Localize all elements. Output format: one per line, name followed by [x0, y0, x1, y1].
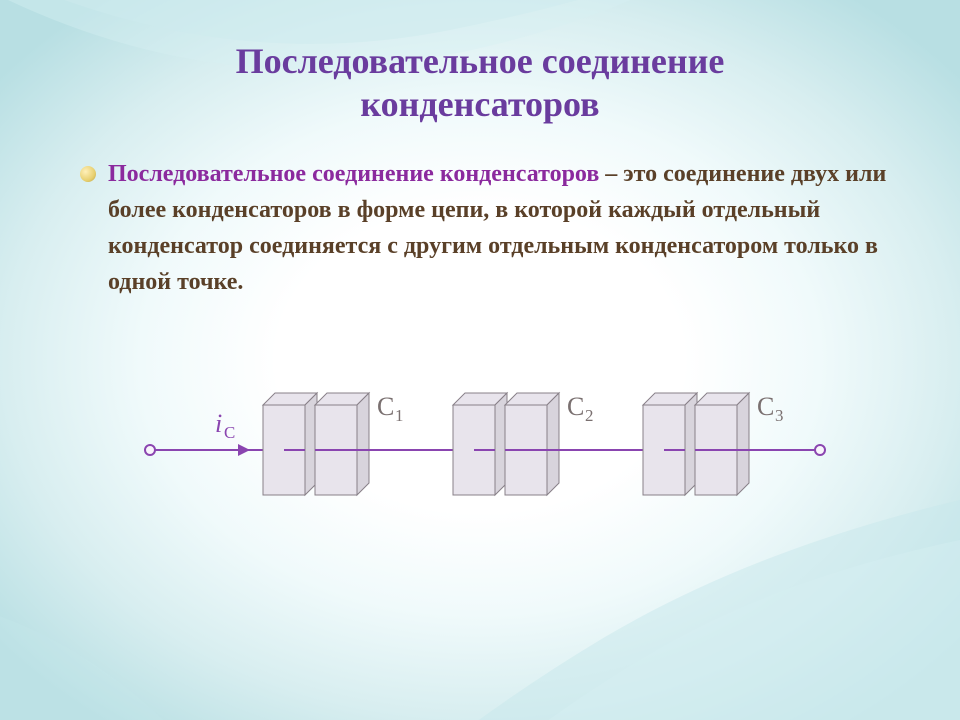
title-line2: конденсаторов	[360, 84, 599, 124]
definition-text: Последовательное соединение конденсаторо…	[108, 156, 900, 300]
slide-title: Последовательное соединение конденсаторо…	[60, 40, 900, 126]
bullet-block: Последовательное соединение конденсаторо…	[80, 156, 900, 300]
svg-text:2: 2	[585, 406, 593, 425]
circuit-svg: iCC1C2C3	[130, 340, 830, 520]
svg-text:3: 3	[775, 406, 783, 425]
svg-text:i: i	[215, 409, 222, 438]
slide-content: Последовательное соединение конденсаторо…	[0, 0, 960, 560]
svg-text:C: C	[377, 392, 394, 421]
svg-text:C: C	[224, 423, 235, 442]
circuit-diagram: iCC1C2C3	[130, 340, 830, 520]
bullet-icon	[80, 166, 96, 182]
definition-highlight: Последовательное соединение конденсаторо…	[108, 161, 599, 187]
title-line1: Последовательное соединение	[236, 41, 725, 81]
svg-text:C: C	[567, 392, 584, 421]
svg-text:C: C	[757, 392, 774, 421]
svg-text:1: 1	[395, 406, 403, 425]
